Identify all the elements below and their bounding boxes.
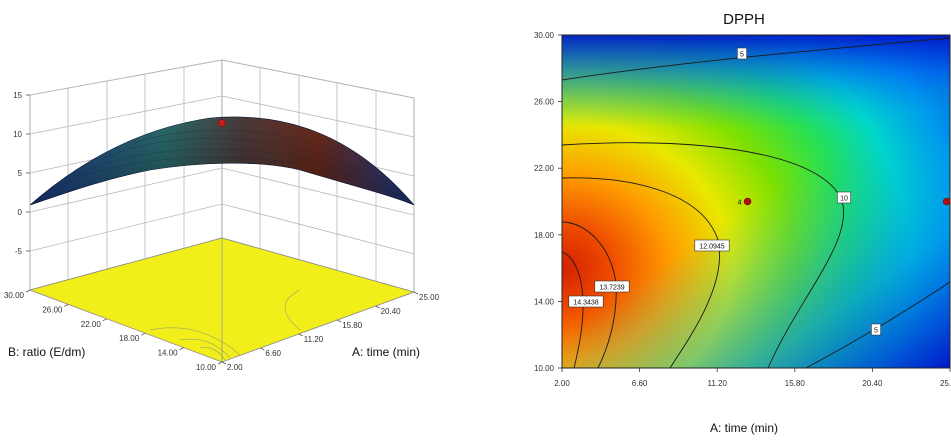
b-tick-label: 10.00 [196, 363, 217, 372]
surface-plot-panel: -5 0 5 10 15 30.00 26.00 22.00 18.00 14.00 10.00 … [0, 0, 470, 437]
contour-x-tick-label: 6.60 [632, 379, 648, 388]
contour-plot-area [562, 35, 950, 368]
a-axis-ticks: 2.00 6.60 11.20 15.80 20.40 25.00 [221, 291, 440, 372]
design-point-label: 4 [738, 200, 742, 207]
design-point-3d [218, 119, 226, 127]
svg-text:5: 5 [874, 328, 878, 335]
z-tick-label: 5 [18, 169, 23, 178]
svg-text:13.7239: 13.7239 [599, 285, 624, 292]
contour-x-ticks: 2.00 6.60 11.20 15.80 20.40 25.00 [554, 368, 951, 388]
contour-plot: DPPH 5 10 12.0945 13.7239 14.3438 5 4 2.00 6.6… [534, 11, 951, 435]
contour-x-tick-label: 15.80 [785, 379, 806, 388]
svg-text:10: 10 [840, 196, 848, 203]
z-tick-label: 15 [13, 91, 22, 100]
contour-x-tick-label: 20.40 [862, 379, 883, 388]
z-axis-ticks: -5 0 5 10 15 [13, 91, 30, 256]
contour-labels: 5 10 12.0945 13.7239 14.3438 5 [568, 47, 881, 336]
contour-xlabel: A: time (min) [710, 421, 778, 435]
contour-y-tick-label: 18.00 [534, 231, 555, 240]
contour-x-tick-label: 25.00 [940, 379, 951, 388]
z-tick-label: 10 [13, 130, 22, 139]
b-tick-label: 22.00 [81, 320, 102, 329]
a-tick-label: 6.60 [265, 349, 281, 358]
contour-y-ticks: 10.00 14.00 18.00 22.00 26.00 30.00 [534, 31, 562, 373]
contour-label: 13.7239 [594, 280, 630, 293]
surface-xlabel: A: time (min) [352, 345, 420, 359]
a-tick-label: 20.40 [381, 307, 402, 316]
design-points: 4 [738, 197, 951, 207]
contour-y-tick-label: 10.00 [534, 364, 555, 373]
contour-y-tick-label: 30.00 [534, 31, 555, 40]
contour-y-tick-label: 14.00 [534, 297, 555, 306]
a-tick-label: 2.00 [227, 363, 243, 372]
contour-y-tick-label: 26.00 [534, 98, 555, 107]
svg-text:12.0945: 12.0945 [699, 244, 724, 251]
contour-label: 5 [737, 47, 747, 60]
svg-text:14.3438: 14.3438 [573, 300, 598, 307]
b-tick-label: 26.00 [42, 305, 63, 314]
a-tick-label: 25.00 [419, 293, 440, 302]
contour-x-tick-label: 11.20 [707, 379, 727, 388]
surface-ylabel: B: ratio (E/dm) [8, 345, 85, 359]
contour-label: 10 [836, 191, 851, 204]
a-tick-label: 11.20 [304, 335, 324, 344]
contour-label: 12.0945 [694, 239, 730, 252]
z-tick-label: -5 [15, 247, 23, 256]
design-point [942, 197, 951, 206]
contour-plot-panel: DPPH 5 10 12.0945 13.7239 14.3438 5 4 2.00 6.6… [478, 0, 951, 437]
floor-contours [149, 289, 301, 361]
b-axis-ticks: 30.00 26.00 22.00 18.00 14.00 10.00 [4, 289, 223, 372]
b-tick-label: 18.00 [119, 334, 140, 343]
design-point [743, 197, 752, 206]
contour-label: 5 [871, 323, 881, 336]
contour-y-tick-label: 22.00 [534, 164, 555, 173]
a-tick-label: 15.80 [342, 321, 363, 330]
contour-line-5-bottom [805, 281, 950, 368]
b-tick-label: 30.00 [4, 291, 25, 300]
contour-title: DPPH [723, 11, 765, 28]
z-tick-label: 0 [18, 208, 23, 217]
contour-label: 14.3438 [568, 295, 604, 308]
contour-line-5-top [562, 37, 950, 81]
b-tick-label: 14.00 [158, 349, 179, 358]
contour-x-tick-label: 2.00 [554, 379, 570, 388]
svg-text:5: 5 [740, 52, 744, 59]
